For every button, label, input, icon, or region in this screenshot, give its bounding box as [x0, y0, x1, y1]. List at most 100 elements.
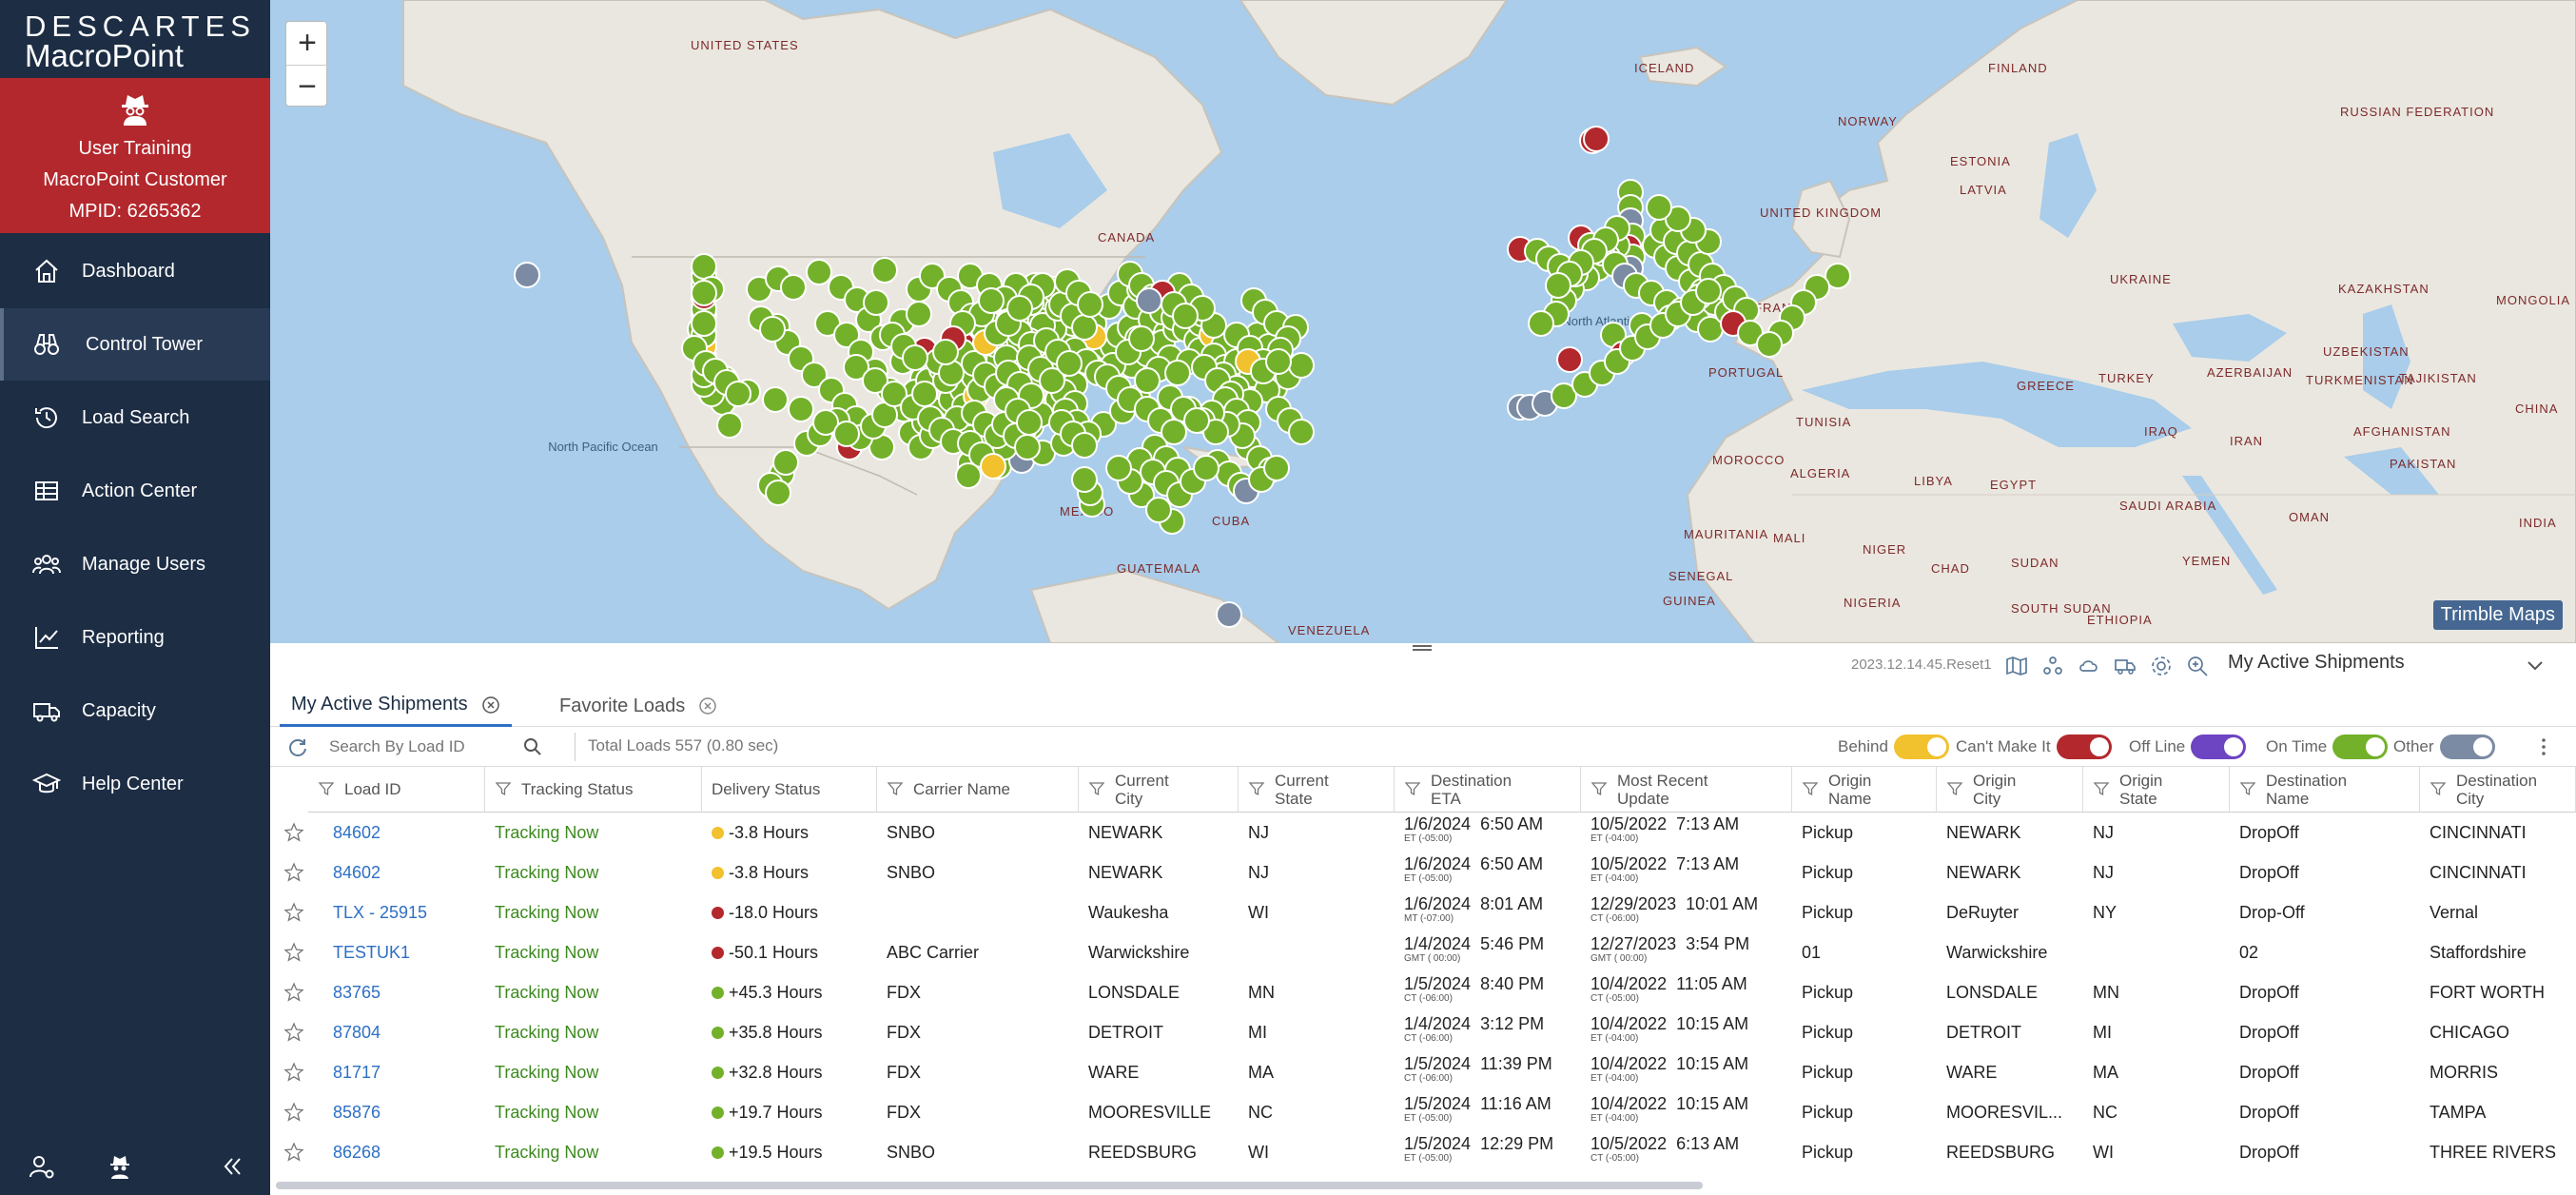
- legend-toggle[interactable]: [2056, 735, 2112, 759]
- shipment-marker[interactable]: [812, 409, 839, 436]
- shipment-marker[interactable]: [691, 253, 717, 280]
- shipment-marker[interactable]: [514, 262, 540, 288]
- refresh-icon[interactable]: [287, 736, 308, 757]
- shipment-marker[interactable]: [1039, 367, 1065, 394]
- shipment-marker[interactable]: [725, 381, 751, 407]
- column-header[interactable]: Destination Name: [2230, 767, 2420, 813]
- shipment-marker[interactable]: [1646, 194, 1672, 221]
- shipment-marker[interactable]: [762, 386, 789, 413]
- user-spy-icon[interactable]: [107, 1153, 133, 1180]
- shipment-marker[interactable]: [1164, 360, 1191, 386]
- filter-icon[interactable]: [2239, 780, 2256, 797]
- shipment-marker[interactable]: [1071, 314, 1098, 341]
- column-header[interactable]: Most Recent Update: [1581, 767, 1792, 813]
- shipment-marker[interactable]: [1545, 272, 1571, 299]
- column-header[interactable]: Current City: [1079, 767, 1239, 813]
- favorite-star-icon[interactable]: [283, 942, 304, 963]
- shipment-marker[interactable]: [1071, 432, 1098, 459]
- shipment-marker[interactable]: [833, 421, 860, 447]
- filter-icon[interactable]: [495, 780, 512, 797]
- shipment-marker[interactable]: [716, 412, 743, 439]
- column-header[interactable]: Origin Name: [1792, 767, 1937, 813]
- table-row[interactable]: TESTUK1 Tracking Now -50.1 Hours ABC Carrie…: [270, 932, 2576, 972]
- nav-help-center[interactable]: Help Center: [0, 748, 270, 820]
- nav-control-tower[interactable]: Control Tower: [0, 308, 270, 381]
- shipment-marker[interactable]: [1016, 409, 1043, 436]
- shipment-marker[interactable]: [1172, 303, 1199, 329]
- shipment-marker[interactable]: [1014, 434, 1041, 460]
- view-select[interactable]: My Active Shipments: [2228, 652, 2405, 673]
- nav-dashboard[interactable]: Dashboard: [0, 235, 270, 307]
- settings-icon[interactable]: [2150, 655, 2173, 677]
- shipment-marker[interactable]: [1265, 348, 1292, 375]
- shipment-marker[interactable]: [788, 396, 814, 422]
- column-header[interactable]: Destination City: [2420, 767, 2576, 813]
- shipment-marker[interactable]: [1145, 497, 1172, 523]
- legend-toggle[interactable]: [1893, 735, 1949, 759]
- shipment-marker[interactable]: [1105, 455, 1132, 481]
- shipment-marker[interactable]: [955, 462, 982, 489]
- favorite-star-icon[interactable]: [283, 1062, 304, 1083]
- cell-load-id[interactable]: 85876: [333, 1102, 381, 1122]
- map-view-icon[interactable]: [2005, 655, 2028, 677]
- shipment-marker[interactable]: [906, 301, 932, 327]
- shipment-marker[interactable]: [1193, 455, 1220, 481]
- shipment-marker[interactable]: [980, 453, 1006, 480]
- collapse-sidebar-icon[interactable]: [219, 1153, 245, 1180]
- shipment-marker[interactable]: [801, 362, 828, 388]
- cell-load-id[interactable]: 87804: [333, 1022, 381, 1042]
- shipment-marker[interactable]: [1583, 126, 1610, 152]
- favorite-star-icon[interactable]: [283, 862, 304, 883]
- splitter-grip-icon[interactable]: [1413, 645, 1432, 651]
- shipment-marker[interactable]: [691, 310, 717, 337]
- shipment-marker[interactable]: [1077, 291, 1103, 318]
- shipment-marker[interactable]: [862, 367, 888, 394]
- favorite-star-icon[interactable]: [283, 1142, 304, 1163]
- filter-icon[interactable]: [1404, 780, 1421, 797]
- table-row[interactable]: 86268 Tracking Now +19.5 Hours SNBO REEDSBUR…: [270, 1132, 2576, 1172]
- legend-cant-make-it[interactable]: Can't Make It: [1956, 735, 2112, 759]
- cluster-icon[interactable]: [2041, 655, 2064, 677]
- filter-icon[interactable]: [318, 780, 335, 797]
- shipment-marker[interactable]: [1528, 310, 1554, 337]
- shipment-marker[interactable]: [1006, 295, 1033, 322]
- table-row[interactable]: 87804 Tracking Now +35.8 Hours FDX DETROIT MI…: [270, 1012, 2576, 1052]
- nav-manage-users[interactable]: Manage Users: [0, 528, 270, 600]
- column-header[interactable]: Origin State: [2083, 767, 2230, 813]
- user-settings-icon[interactable]: [29, 1153, 55, 1180]
- shipment-marker[interactable]: [843, 354, 869, 381]
- map-attribution[interactable]: Trimble Maps: [2432, 600, 2563, 630]
- filter-icon[interactable]: [2430, 780, 2447, 797]
- legend-other[interactable]: Other: [2393, 735, 2495, 759]
- table-row[interactable]: 83765 Tracking Now +45.3 Hours FDX LONSDALE M…: [270, 972, 2576, 1012]
- column-header[interactable]: Destination ETA: [1395, 767, 1581, 813]
- nav-load-search[interactable]: Load Search: [0, 382, 270, 454]
- shipment-marker[interactable]: [911, 381, 938, 407]
- shipment-marker[interactable]: [1695, 278, 1722, 304]
- column-header[interactable]: Origin City: [1937, 767, 2083, 813]
- table-row[interactable]: 85876 Tracking Now +19.7 Hours FDX MOORESVIL…: [270, 1092, 2576, 1132]
- shipment-marker[interactable]: [1056, 350, 1083, 377]
- shipment-marker[interactable]: [932, 339, 959, 365]
- user-panel[interactable]: User Training MacroPoint Customer MPID: …: [0, 78, 270, 233]
- favorite-star-icon[interactable]: [283, 822, 304, 843]
- favorite-star-icon[interactable]: [283, 1022, 304, 1043]
- filter-icon[interactable]: [1802, 780, 1819, 797]
- nav-capacity[interactable]: Capacity: [0, 675, 270, 747]
- legend-toggle[interactable]: [2439, 735, 2495, 759]
- close-icon[interactable]: [481, 695, 500, 715]
- truck-filter-icon[interactable]: [2114, 655, 2137, 677]
- shipment-marker[interactable]: [1136, 287, 1162, 314]
- legend-toggle[interactable]: [2332, 735, 2389, 759]
- filter-icon[interactable]: [2093, 780, 2110, 797]
- tab-my-active-shipments[interactable]: My Active Shipments: [280, 685, 512, 727]
- filter-icon[interactable]: [887, 780, 904, 797]
- map-splitter[interactable]: [270, 643, 2576, 655]
- legend-behind[interactable]: Behind: [1838, 735, 1949, 759]
- shipment-marker[interactable]: [691, 280, 717, 306]
- column-header[interactable]: Tracking Status: [485, 767, 702, 813]
- shipment-marker[interactable]: [780, 274, 807, 301]
- close-icon[interactable]: [698, 696, 717, 715]
- shipment-marker[interactable]: [1161, 419, 1187, 445]
- shipment-marker[interactable]: [772, 449, 799, 476]
